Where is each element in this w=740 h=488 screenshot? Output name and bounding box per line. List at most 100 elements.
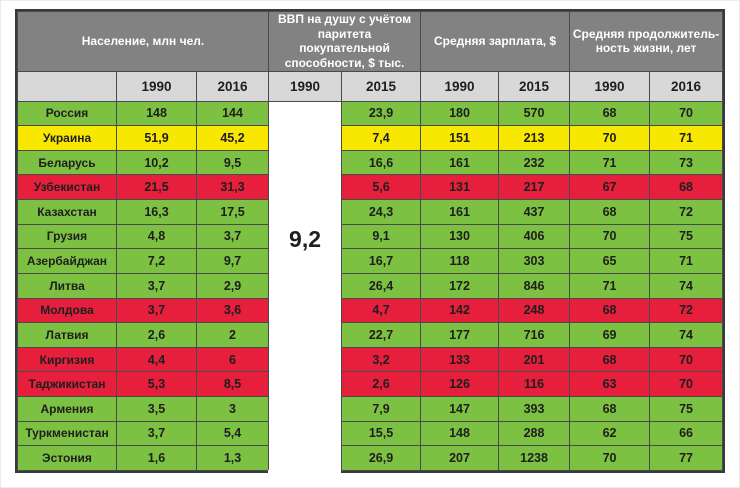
value-cell: 213 [498,125,571,151]
value-cell: 9,7 [195,248,270,274]
value-cell: 232 [498,149,571,176]
corner-cell [17,70,117,102]
value-cell: 22,7 [341,322,422,348]
value-cell: 9,1 [341,223,422,250]
value-cell: 70 [649,100,724,127]
value-cell: 72 [649,199,724,225]
value-cell: 5,6 [341,174,422,200]
merged-column-frame-gap [268,470,341,473]
value-cell: 68 [649,174,724,200]
value-cell: 116 [498,371,571,397]
statistics-table: Население, млн чел. ВВП на душу с учётом… [16,11,724,471]
value-cell: 69 [569,322,651,348]
country-cell: Беларусь [17,149,117,176]
value-cell: 71 [649,125,724,151]
value-cell: 161 [420,149,500,176]
value-cell: 51,9 [116,125,197,151]
value-cell: 8,5 [195,371,270,397]
value-cell: 180 [420,100,500,127]
table-row: Казахстан 16,3 17,5 24,3 161 437 68 72 [17,199,724,225]
value-cell: 23,9 [341,100,422,127]
country-cell: Молдова [17,297,117,324]
value-cell: 16,3 [116,199,197,225]
country-cell: Узбекистан [17,174,117,200]
value-cell: 68 [569,346,651,373]
value-cell: 3,5 [116,396,197,422]
value-cell: 10,2 [116,149,197,176]
table-row: Киргизия 4,4 6 3,2 133 201 68 70 [17,346,724,373]
value-cell: 201 [498,346,571,373]
value-cell: 846 [498,272,571,299]
value-cell: 248 [498,297,571,324]
table-row: Молдова 3,7 3,6 4,7 142 248 68 72 [17,297,724,324]
country-cell: Киргизия [17,346,117,373]
value-cell: 66 [649,420,724,447]
value-cell: 7,2 [116,248,197,274]
value-cell: 142 [420,297,500,324]
value-cell: 62 [569,420,651,447]
value-cell: 75 [649,223,724,250]
country-cell: Таджикистан [17,371,117,397]
value-cell: 74 [649,272,724,299]
country-cell: Грузия [17,223,117,250]
value-cell: 68 [569,100,651,127]
value-cell: 70 [569,125,651,151]
year-header-population-1990: 1990 [116,70,197,102]
group-header-life-expectancy: Средняя продолжитель- ность жизни, лет [569,11,724,72]
value-cell: 288 [498,420,571,447]
country-cell: Азербайджан [17,248,117,274]
value-cell: 70 [569,445,651,471]
value-cell: 71 [569,149,651,176]
statistics-table-frame: Население, млн чел. ВВП на душу с учётом… [15,9,726,473]
country-cell: Украина [17,125,117,151]
value-cell: 133 [420,346,500,373]
value-cell: 71 [649,248,724,274]
value-cell: 3,7 [116,297,197,324]
value-cell: 3,7 [116,420,197,447]
table-row: Таджикистан 5,3 8,5 2,6 126 116 63 70 [17,371,724,397]
value-cell: 148 [116,100,197,127]
value-cell: 70 [649,346,724,373]
table-row: Эстония 1,6 1,3 26,9 207 1238 70 77 [17,445,724,471]
country-cell: Эстония [17,445,117,471]
value-cell: 131 [420,174,500,200]
value-cell: 21,5 [116,174,197,200]
value-cell: 3,7 [195,223,270,250]
value-cell: 161 [420,199,500,225]
value-cell: 67 [569,174,651,200]
year-header-salary-2015: 2015 [498,70,571,102]
value-cell: 303 [498,248,571,274]
value-cell: 3 [195,396,270,422]
table-row: Грузия 4,8 3,7 9,1 130 406 70 75 [17,223,724,250]
value-cell: 7,4 [341,125,422,151]
country-cell: Россия [17,100,117,127]
value-cell: 15,5 [341,420,422,447]
table-row: Украина 51,9 45,2 7,4 151 213 70 71 [17,125,724,151]
value-cell: 65 [569,248,651,274]
value-cell: 4,7 [341,297,422,324]
year-header-gdp-1990: 1990 [268,70,343,102]
year-header-row: 1990 2016 1990 2015 1990 2015 1990 2016 [17,70,724,102]
value-cell: 9,5 [195,149,270,176]
value-cell: 68 [569,396,651,422]
country-cell: Армения [17,396,117,422]
value-cell: 2 [195,322,270,348]
value-cell: 118 [420,248,500,274]
year-header-gdp-2015: 2015 [341,70,422,102]
value-cell: 26,9 [341,445,422,471]
value-cell: 31,3 [195,174,270,200]
value-cell: 130 [420,223,500,250]
gdp-1990-merged-cell: 9,2 [268,100,343,471]
table-body: Россия 148 144 9,2 23,9 180 570 68 70 Украина 51,9… [17,100,724,471]
table-row: Узбекистан 21,5 31,3 5,6 131 217 67 68 [17,174,724,200]
value-cell: 172 [420,272,500,299]
value-cell: 1238 [498,445,571,471]
table-row: Россия 148 144 9,2 23,9 180 570 68 70 [17,100,724,471]
value-cell: 1,6 [116,445,197,471]
value-cell: 26,4 [341,272,422,299]
value-cell: 73 [649,149,724,176]
country-cell: Литва [17,272,117,299]
value-cell: 177 [420,322,500,348]
value-cell: 6 [195,346,270,373]
value-cell: 393 [498,396,571,422]
